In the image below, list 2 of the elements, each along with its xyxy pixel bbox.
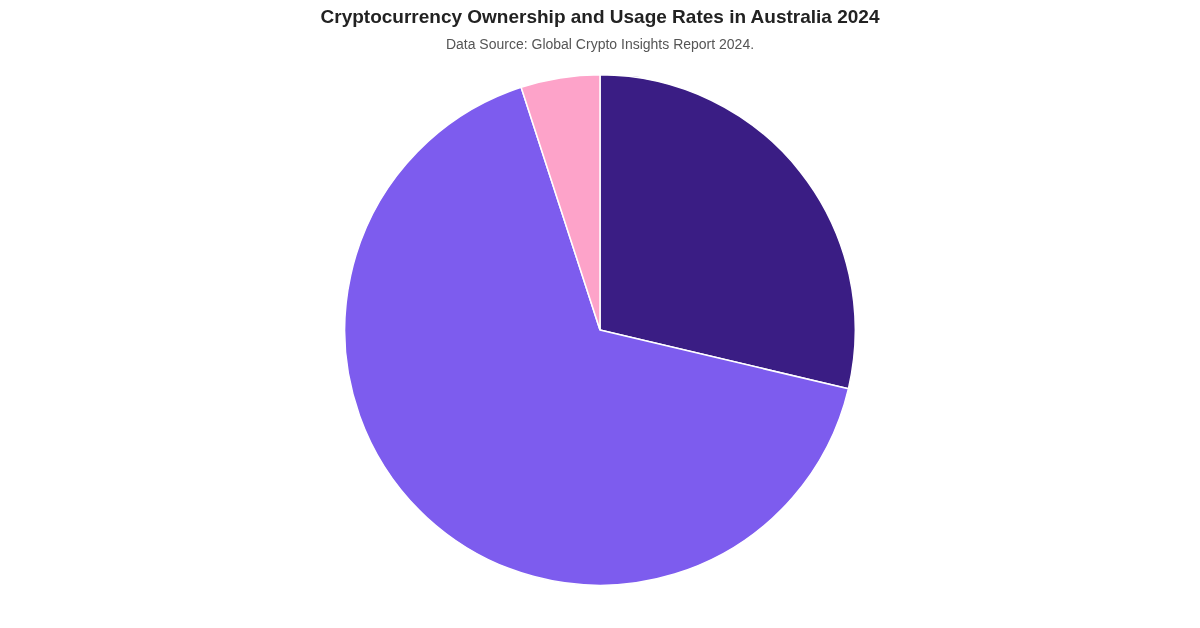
source-note: Data Source: Global Crypto Insights Report 2024. xyxy=(444,36,756,52)
chart-title: Cryptocurrency Ownership and Usage Rates in Australia 2024 xyxy=(319,6,881,28)
